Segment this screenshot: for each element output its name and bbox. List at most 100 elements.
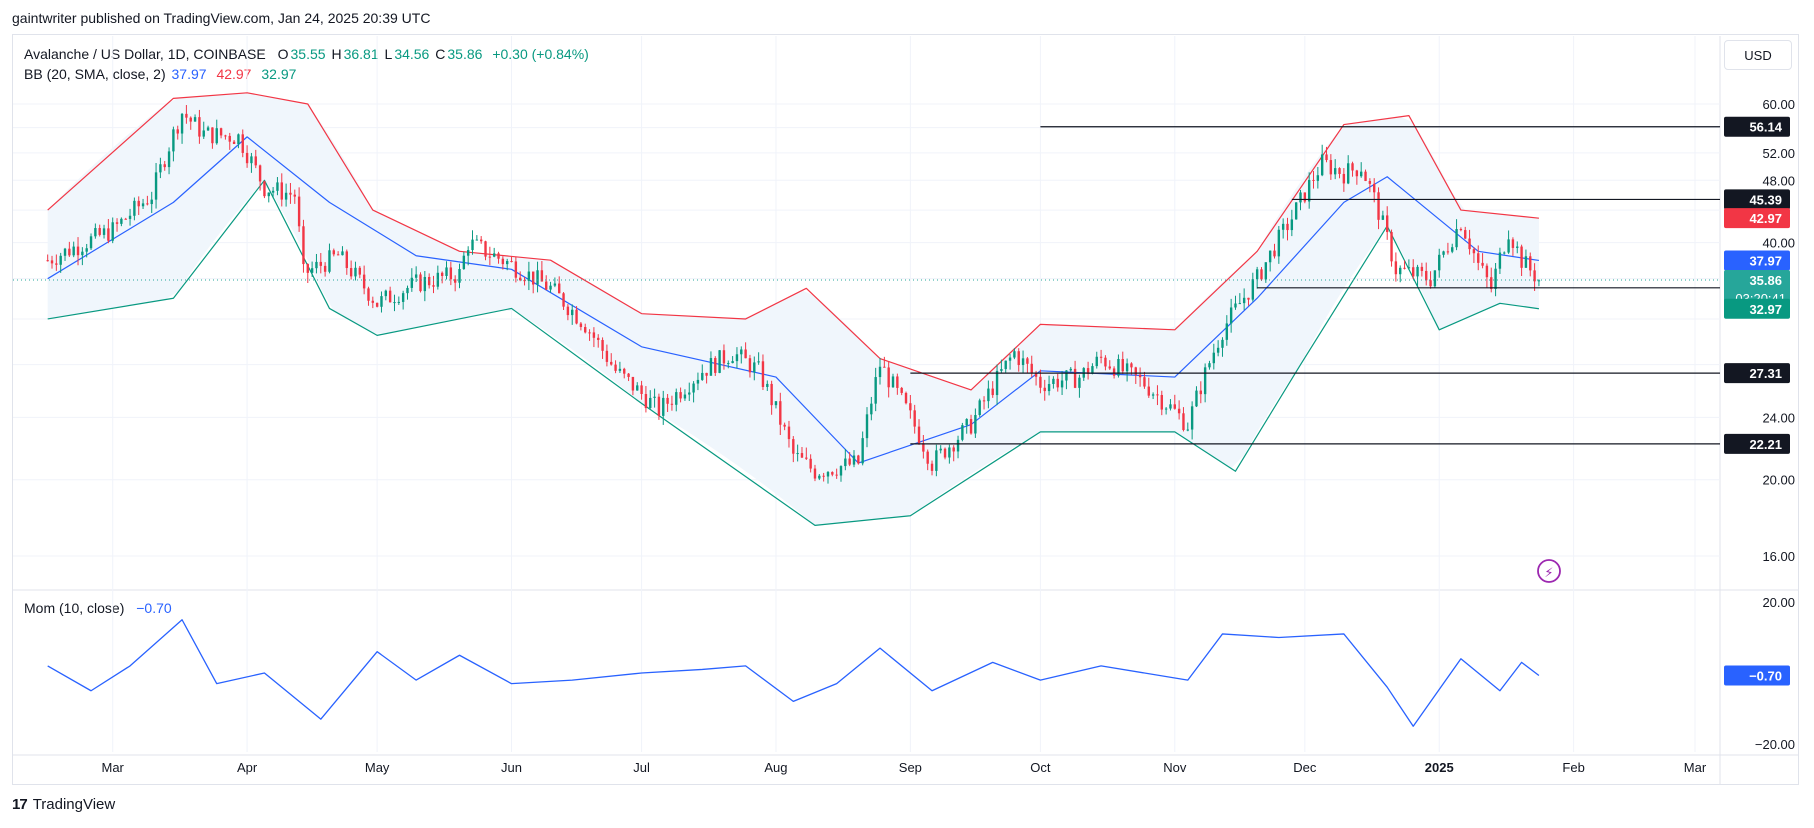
candle-body: [1490, 277, 1493, 289]
time-tick-label: Aug: [764, 760, 787, 775]
candle-body: [913, 410, 916, 427]
price-tick-label: 52.00: [1762, 146, 1795, 161]
candle-body: [232, 141, 236, 145]
candle-body: [787, 426, 791, 440]
candle-body: [800, 453, 804, 458]
candle-body: [813, 468, 817, 479]
candle-body: [354, 267, 357, 277]
candle-body: [1260, 269, 1263, 280]
candle-body: [579, 323, 583, 328]
candle-body: [215, 128, 218, 144]
candle-body: [1290, 219, 1294, 231]
candle-body: [987, 388, 990, 402]
candle-body: [206, 127, 210, 131]
change-value: +0.30 (+0.84%): [492, 46, 589, 62]
candle-body: [81, 251, 84, 256]
candle-body: [1173, 404, 1176, 409]
symbol-title[interactable]: Avalanche / US Dollar, 1D, COINBASE: [24, 46, 266, 62]
candle-body: [371, 300, 375, 303]
candle-body: [1537, 280, 1541, 282]
lightning-icon[interactable]: [1537, 559, 1561, 583]
candle-body: [1039, 376, 1042, 388]
open-label: O: [277, 46, 289, 62]
candle-body: [1026, 358, 1029, 364]
candle-body: [722, 350, 726, 364]
candle-body: [1416, 266, 1419, 277]
candle-body: [1021, 358, 1025, 366]
candle-body: [193, 117, 197, 122]
candle-body: [349, 268, 353, 277]
open-value: 35.55: [290, 46, 326, 62]
candle-body: [1078, 377, 1081, 388]
candle-body: [1130, 363, 1133, 368]
candle-body: [406, 287, 409, 294]
currency-button[interactable]: USD: [1724, 40, 1792, 70]
candle-body: [1481, 262, 1484, 266]
candle-body: [1329, 160, 1333, 175]
close-value: 35.86: [447, 46, 483, 62]
candle-body: [423, 276, 427, 292]
candle-body: [744, 349, 747, 359]
candle-body: [1351, 163, 1354, 171]
candle-body: [1086, 368, 1090, 374]
candle-body: [76, 246, 80, 256]
candle-body: [1377, 192, 1380, 220]
candle-body: [1403, 267, 1406, 269]
candle-body: [965, 419, 968, 426]
candle-body: [861, 438, 864, 464]
candle-body: [219, 128, 223, 136]
price-tick-label: 20.00: [1762, 473, 1795, 488]
candle-body: [159, 164, 162, 173]
candle-body: [757, 361, 760, 363]
lower-price-label: 32.97: [1749, 302, 1782, 317]
candle-body: [68, 248, 71, 256]
candle-body: [98, 228, 101, 235]
candle-body: [1069, 368, 1072, 371]
candle-body: [1485, 265, 1489, 278]
candle-body: [115, 222, 119, 224]
candle-body: [857, 455, 860, 464]
footer-brand[interactable]: TradingView: [32, 796, 116, 813]
candle-body: [549, 285, 552, 290]
candle-body: [397, 301, 401, 303]
candle-body: [701, 372, 704, 380]
low-value: 34.56: [394, 46, 430, 62]
candle-body: [614, 364, 617, 371]
basis-price-label: 37.97: [1749, 253, 1782, 268]
candle-body: [120, 218, 123, 224]
candle-body: [1325, 154, 1328, 161]
candle-body: [1117, 358, 1120, 376]
mom-label[interactable]: Mom (10, close): [24, 600, 125, 616]
candle-body: [1307, 179, 1311, 202]
candle-body: [831, 472, 834, 475]
candle-body: [1043, 387, 1046, 392]
level-price-label-bg: [1724, 116, 1790, 137]
candle-body: [297, 196, 301, 227]
level-price-label: 56.14: [1749, 120, 1782, 135]
candle-body: [1073, 368, 1077, 388]
mom-value: −0.70: [136, 600, 172, 616]
candle-body: [1182, 413, 1185, 431]
candle-body: [748, 358, 752, 373]
candle-body: [1286, 223, 1289, 231]
candle-body: [1355, 170, 1359, 177]
time-tick-label: Oct: [1030, 760, 1051, 775]
publish-line: gaintwriter published on TradingView.com…: [12, 10, 431, 26]
candle-body: [1234, 303, 1237, 308]
candle-body: [943, 448, 947, 458]
candle-body: [1373, 183, 1376, 193]
candle-body: [475, 239, 479, 241]
candle-body: [774, 401, 778, 406]
candle-body: [1264, 262, 1268, 280]
candle-body: [523, 280, 526, 282]
bb-label[interactable]: BB (20, SMA, close, 2): [24, 66, 166, 82]
candle-body: [488, 256, 492, 258]
candle-body: [107, 228, 110, 241]
price-tick-label: 40.00: [1762, 236, 1795, 251]
candle-body: [536, 270, 539, 285]
candle-body: [948, 447, 951, 458]
candle-body: [462, 255, 466, 270]
tradingview-logo-icon[interactable]: 17: [12, 796, 28, 813]
symbol-legend: Avalanche / US Dollar, 1D, COINBASE O 35.…: [24, 46, 591, 62]
